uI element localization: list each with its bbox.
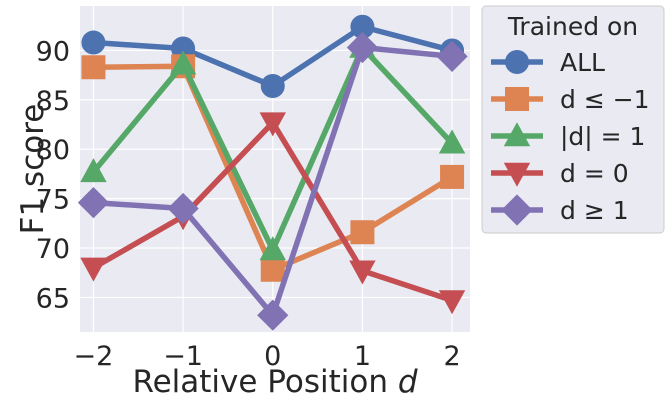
- legend-label: ALL: [560, 48, 605, 77]
- series-4: [77, 31, 468, 331]
- data-point: [257, 299, 289, 331]
- data-point: [349, 260, 376, 285]
- x-tick-label: −2: [74, 341, 114, 372]
- data-point: [350, 14, 375, 39]
- x-tick-label: 0: [264, 341, 281, 372]
- y-axis-ticks: 65 70 75 80 85 90: [36, 36, 70, 314]
- data-point: [438, 290, 466, 315]
- legend-marker: [501, 194, 533, 226]
- y-tick-label: 80: [36, 135, 70, 166]
- x-tick-label: −1: [163, 341, 203, 372]
- y-tick-label: 75: [36, 185, 70, 216]
- y-tick-label: 85: [36, 86, 70, 117]
- legend-marker: [503, 122, 531, 147]
- data-point: [259, 112, 286, 137]
- y-axis-label: F1 score: [15, 104, 51, 235]
- legend-label: |d| = 1: [560, 122, 645, 151]
- legend-item: d ≤ −1: [491, 85, 650, 114]
- data-point: [77, 186, 110, 219]
- data-point: [81, 30, 106, 55]
- data-point: [260, 74, 285, 99]
- legend-item: d = 0: [491, 159, 629, 188]
- data-point: [440, 164, 465, 189]
- data-point: [350, 220, 375, 245]
- data-point: [80, 257, 107, 282]
- x-axis-label: Relative Position d: [132, 364, 417, 400]
- legend-item: d ≥ 1: [491, 194, 629, 226]
- legend-item: |d| = 1: [491, 122, 645, 151]
- series-2: [80, 33, 466, 261]
- legend: Trained on ALL d ≤ −1 |d| = 1 d = 0 d ≥ 1: [481, 5, 665, 234]
- legend-title: Trained on: [507, 12, 638, 41]
- data-point: [80, 158, 107, 183]
- x-tick-label: 1: [354, 341, 371, 372]
- legend-label: d ≤ −1: [560, 85, 650, 114]
- series-group: [77, 14, 468, 331]
- data-point: [169, 50, 197, 75]
- x-tick-label: 2: [443, 341, 460, 372]
- legend-label: d = 0: [560, 159, 629, 188]
- y-tick-label: 70: [36, 234, 70, 265]
- legend-marker: [505, 87, 529, 111]
- data-point: [259, 236, 286, 261]
- data-point: [438, 129, 466, 154]
- legend-marker: [503, 162, 531, 187]
- data-point: [436, 40, 468, 72]
- y-tick-label: 65: [36, 283, 70, 314]
- x-axis-ticks: −2 −1 0 1 2: [74, 341, 461, 372]
- legend-marker: [505, 50, 529, 74]
- data-point: [260, 257, 285, 282]
- legend-items: ALL d ≤ −1 |d| = 1 d = 0 d ≥ 1: [491, 48, 650, 226]
- data-point: [167, 192, 199, 225]
- y-tick-label: 90: [36, 36, 70, 67]
- legend-item: ALL: [491, 48, 605, 77]
- legend-label: d ≥ 1: [560, 196, 629, 225]
- data-point: [81, 55, 106, 80]
- data-point: [346, 31, 379, 64]
